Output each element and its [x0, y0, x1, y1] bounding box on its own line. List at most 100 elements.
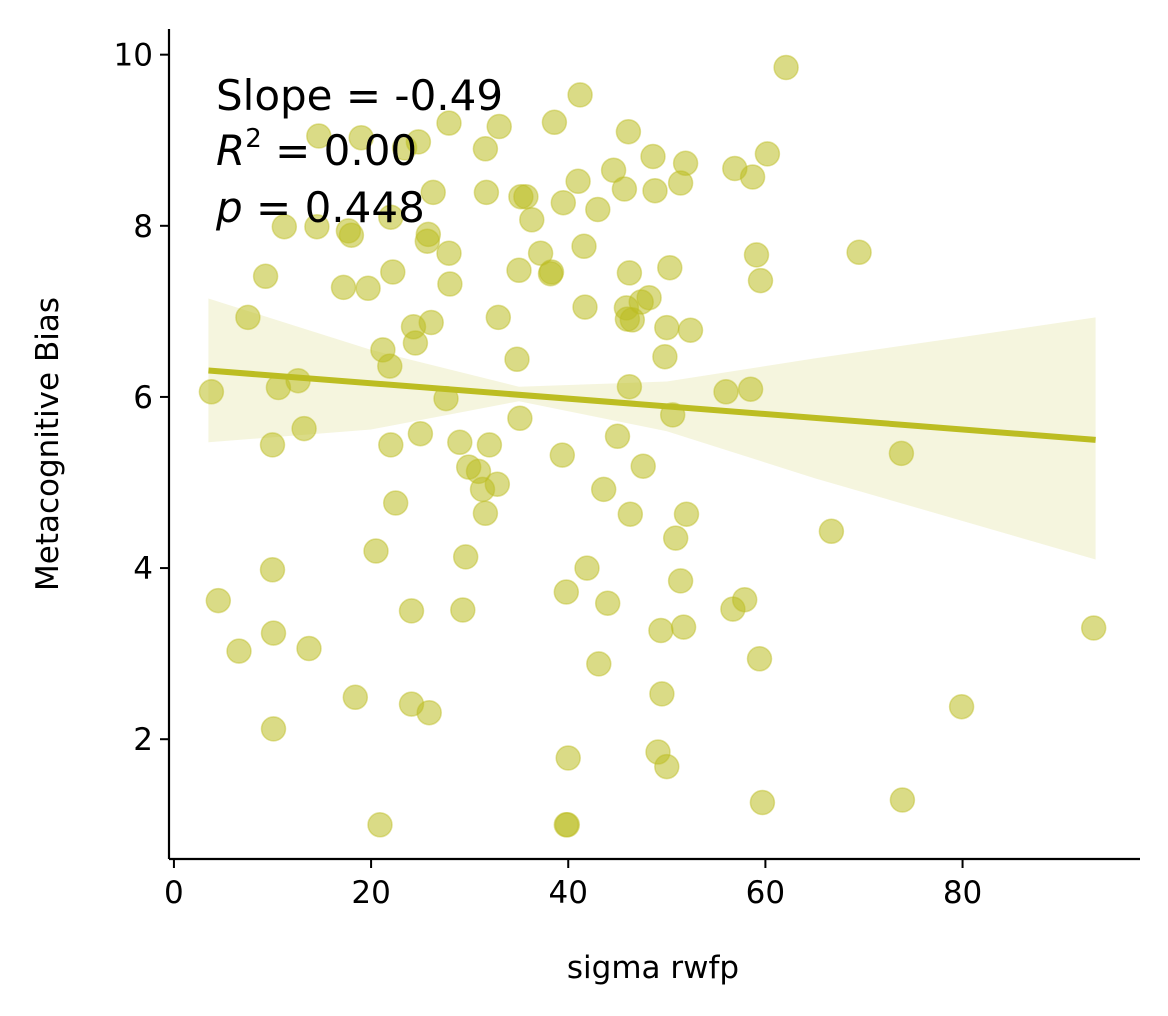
- scatter-point: [590, 476, 617, 503]
- scatter-point: [553, 579, 580, 605]
- scatter-point: [291, 415, 317, 442]
- scatter-point: [306, 123, 332, 149]
- confidence-band: [208, 298, 1096, 560]
- scatter-point: [611, 176, 638, 202]
- y-ticks: 2 4 6 8 10: [114, 38, 169, 758]
- scatter-point: [504, 346, 530, 373]
- scatter-point: [304, 213, 330, 240]
- x-tick-label: 60: [746, 875, 785, 911]
- scatter-point: [363, 538, 389, 564]
- scatter-point: [519, 207, 545, 233]
- scatter-point: [473, 179, 500, 206]
- scatter-point: [662, 525, 689, 551]
- scatter-point: [452, 544, 479, 570]
- x-ticks: 0 20 40 60 80: [164, 859, 982, 911]
- scatter-point: [654, 314, 680, 341]
- scatter-point: [436, 240, 462, 266]
- scatter-point: [586, 651, 612, 677]
- scatter-point: [226, 638, 252, 664]
- scatter-point: [677, 317, 704, 343]
- y-tick-label: 8: [133, 209, 153, 245]
- scatter-point: [235, 304, 261, 331]
- scatter-point: [260, 716, 287, 742]
- scatter-point: [654, 753, 680, 780]
- scatter-point: [549, 442, 576, 468]
- scatter-point: [616, 260, 643, 286]
- scatter-point: [398, 598, 425, 624]
- scatter-point: [367, 812, 393, 838]
- scatter-point: [571, 233, 597, 260]
- scatter-point: [380, 259, 406, 285]
- scatter-point: [642, 177, 668, 204]
- scatter-point: [667, 568, 694, 594]
- scatter-point: [416, 699, 442, 726]
- scatter-point: [355, 275, 381, 302]
- r-squared-symbol: R: [216, 126, 245, 175]
- scatter-point: [636, 284, 662, 311]
- scatter-point: [252, 263, 279, 290]
- scatter-point: [615, 118, 642, 145]
- y-axis-label: Metacognitive Bias: [30, 297, 66, 591]
- scatter-point: [888, 440, 915, 467]
- scatter-point: [472, 136, 499, 162]
- scatter-point: [407, 420, 434, 447]
- scatter-point: [472, 500, 499, 527]
- scatter-point: [436, 110, 462, 136]
- scatter-point: [754, 141, 781, 167]
- annotation-p-value: p = 0.448: [215, 183, 425, 232]
- scatter-point: [507, 405, 533, 432]
- scatter-point: [402, 330, 429, 356]
- y-tick-label: 2: [133, 722, 153, 758]
- scatter-point: [484, 471, 511, 497]
- scatter-point: [739, 164, 766, 190]
- scatter-point: [271, 213, 298, 240]
- r-squared-exponent: 2: [245, 124, 262, 154]
- scatter-point: [657, 254, 683, 281]
- scatter-point: [746, 646, 773, 672]
- scatter-point: [672, 150, 699, 177]
- scatter-points-layer: [198, 54, 1107, 838]
- y-tick-label: 4: [133, 551, 153, 587]
- scatter-point: [378, 432, 404, 458]
- x-tick-label: 20: [351, 875, 390, 911]
- scatter-point: [437, 271, 463, 297]
- scatter-point: [485, 304, 512, 331]
- scatter-point: [616, 373, 643, 400]
- scatter-point: [630, 453, 656, 479]
- scatter-point: [260, 620, 287, 646]
- scatter-point: [296, 635, 322, 662]
- scatter-point: [418, 309, 444, 336]
- scatter-point: [948, 693, 975, 720]
- r-squared-value: = 0.00: [262, 126, 417, 175]
- p-symbol: p: [215, 183, 243, 232]
- scatter-point: [538, 259, 565, 285]
- scatter-point: [527, 240, 554, 266]
- scatter-point: [572, 294, 598, 320]
- p-value: = 0.448: [243, 183, 425, 232]
- scatter-point: [382, 490, 409, 516]
- scatter-point: [198, 379, 225, 405]
- scatter-point: [513, 183, 539, 210]
- scatter-point: [594, 590, 621, 616]
- scatter-point: [259, 557, 286, 583]
- x-tick-label: 0: [164, 875, 184, 911]
- scatter-point: [555, 745, 581, 771]
- scatter-point: [713, 379, 739, 405]
- regression-line: [208, 367, 1096, 443]
- scatter-point: [846, 239, 872, 266]
- scatter-point: [648, 617, 674, 644]
- scatter-point: [259, 432, 286, 458]
- scatter-point: [889, 787, 916, 813]
- scatter-point: [773, 54, 799, 81]
- scatter-point: [731, 586, 758, 613]
- scatter-point: [749, 789, 776, 816]
- scatter-point: [330, 274, 357, 301]
- scatter-point: [338, 222, 365, 248]
- scatter-point: [486, 113, 512, 140]
- scatter-point: [649, 681, 675, 707]
- scatter-point: [506, 257, 532, 284]
- scatter-point: [348, 124, 374, 151]
- scatter-point: [205, 587, 232, 614]
- scatter-point: [818, 518, 845, 545]
- x-tick-label: 80: [943, 875, 982, 911]
